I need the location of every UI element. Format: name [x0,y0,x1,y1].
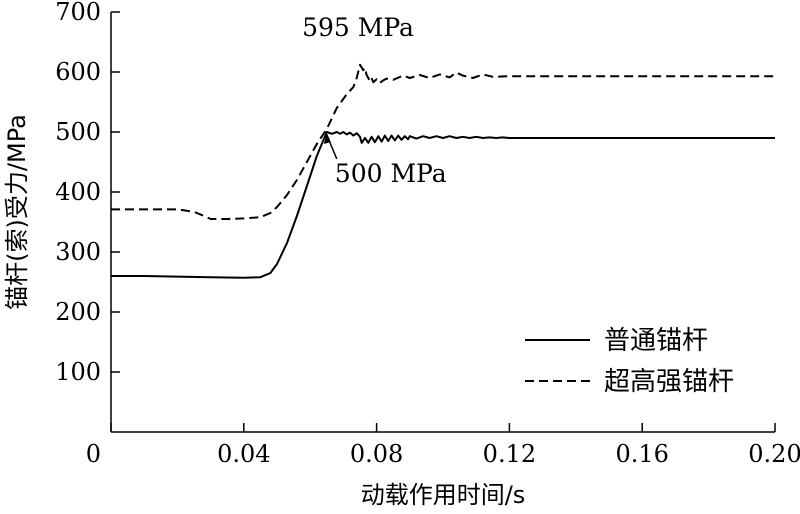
y-axis-title: 锚杆(索)受力/MPa [3,114,31,310]
y-tick-label: 200 [55,298,101,326]
y-tick-label: 300 [55,238,101,266]
x-tick-label: 0 [86,440,101,468]
axes [110,12,775,433]
y-tick-label: 400 [55,178,101,206]
series [111,63,775,279]
x-axis-title: 动载作用时间/s [361,481,526,509]
x-tick-label: 0.04 [217,440,270,468]
x-tick-label: 0.20 [748,440,800,468]
annotation-arrow-head [323,133,331,144]
legend-label-1: 普通锚杆 [604,326,708,356]
annotation-label-peak: 595 MPa [302,13,414,42]
x-tick-label: 0.08 [350,440,403,468]
x-tick-label: 0.12 [483,440,536,468]
y-tick-label: 700 [55,0,101,26]
legend-label-2: 超高强锚杆 [604,367,734,397]
series-line-1 [111,131,775,279]
annotation-label-plateau: 500 MPa [335,159,447,188]
y-tick-label: 100 [55,358,101,386]
series-line-2 [111,63,775,220]
ticks: 100 200 300 400 500 600 700 0 0.04 0.08 0.12 0.16 0.… [55,0,800,468]
annotations: 595 MPa 500 MPa [302,13,447,188]
y-tick-label: 500 [55,118,101,146]
x-tick-label: 0.16 [615,440,668,468]
y-tick-label: 600 [55,58,101,86]
